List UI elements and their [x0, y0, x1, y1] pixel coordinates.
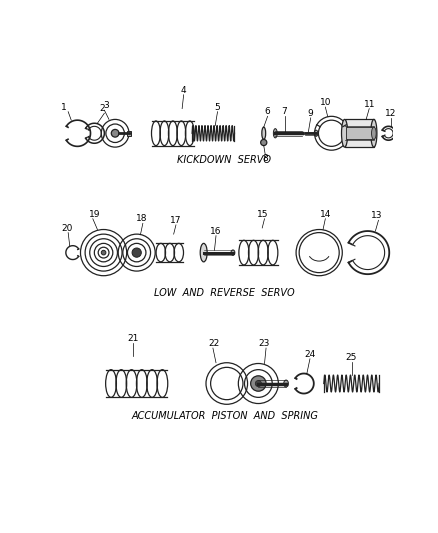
Text: ACCUMULATOR  PISTON  AND  SPRING: ACCUMULATOR PISTON AND SPRING — [131, 411, 318, 421]
Text: 11: 11 — [364, 100, 375, 109]
Ellipse shape — [200, 244, 207, 262]
Circle shape — [261, 140, 267, 146]
Text: 2: 2 — [99, 104, 105, 113]
Text: 19: 19 — [88, 209, 100, 219]
Ellipse shape — [273, 128, 277, 138]
Circle shape — [101, 251, 106, 255]
Circle shape — [132, 248, 141, 257]
Text: 3: 3 — [103, 101, 109, 110]
Ellipse shape — [371, 119, 377, 147]
Text: 7: 7 — [282, 107, 287, 116]
Text: 17: 17 — [170, 216, 182, 225]
Bar — [346, 127, 374, 140]
Text: 25: 25 — [346, 353, 357, 362]
Ellipse shape — [342, 119, 348, 147]
Bar — [345, 119, 374, 147]
Text: 1: 1 — [61, 103, 67, 112]
Text: 9: 9 — [308, 109, 314, 118]
Text: 24: 24 — [304, 350, 315, 359]
Ellipse shape — [262, 127, 266, 140]
Text: 18: 18 — [136, 214, 147, 223]
Circle shape — [255, 381, 261, 386]
Text: 4: 4 — [181, 86, 187, 95]
Text: KICKDOWN  SERVO: KICKDOWN SERVO — [177, 155, 272, 165]
Text: 12: 12 — [385, 109, 396, 118]
Ellipse shape — [231, 250, 235, 255]
Text: 22: 22 — [209, 339, 220, 348]
Text: 15: 15 — [257, 209, 269, 219]
Text: 5: 5 — [214, 103, 219, 112]
Text: 20: 20 — [61, 223, 72, 232]
Circle shape — [251, 376, 266, 391]
Text: 16: 16 — [210, 227, 222, 236]
Text: 21: 21 — [127, 335, 138, 343]
Text: 8: 8 — [262, 154, 268, 163]
Ellipse shape — [371, 127, 376, 140]
Ellipse shape — [314, 130, 318, 136]
Text: LOW  AND  REVERSE  SERVO: LOW AND REVERSE SERVO — [154, 288, 295, 297]
Text: 14: 14 — [320, 209, 331, 219]
Text: 13: 13 — [371, 211, 383, 220]
Circle shape — [111, 130, 119, 137]
Text: 10: 10 — [320, 98, 331, 107]
Text: 23: 23 — [259, 339, 270, 348]
Text: 6: 6 — [264, 107, 270, 116]
Ellipse shape — [284, 380, 288, 387]
Bar — [127, 131, 131, 135]
